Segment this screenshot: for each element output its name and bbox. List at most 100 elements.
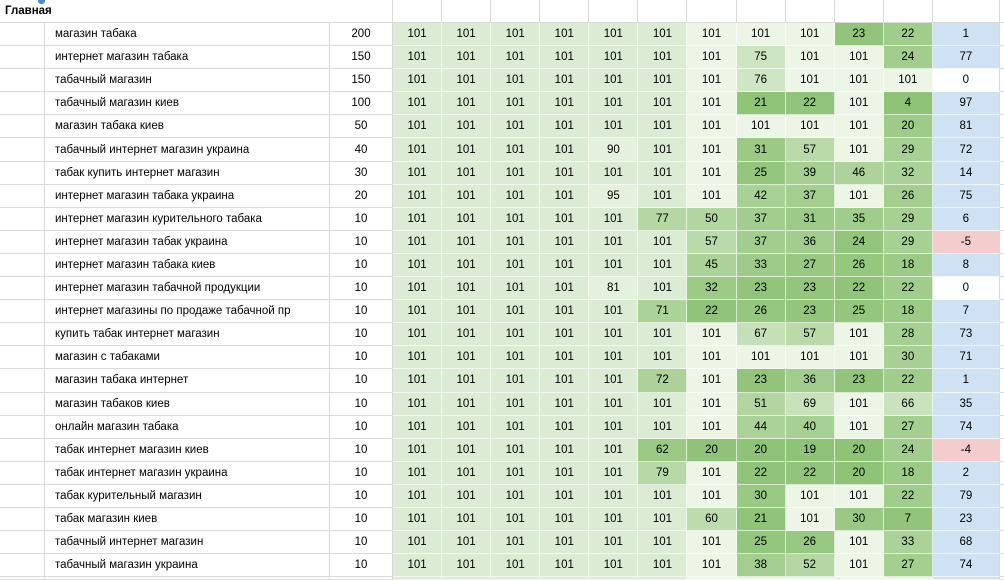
position-cell[interactable]: 30 — [883, 346, 933, 370]
position-cell[interactable]: 101 — [834, 531, 884, 555]
row-index-cell[interactable] — [0, 323, 45, 347]
position-cell[interactable]: 101 — [540, 484, 590, 508]
delta-cell[interactable]: -4 — [932, 438, 1000, 462]
position-cell[interactable]: 30 — [834, 507, 884, 532]
position-cell[interactable]: 101 — [540, 138, 590, 162]
position-cell[interactable]: 101 — [589, 46, 639, 70]
position-cell[interactable]: 101 — [540, 438, 590, 462]
position-cell[interactable]: 29 — [883, 207, 933, 231]
row-index-cell[interactable] — [0, 461, 45, 485]
volume-cell[interactable]: 40 — [330, 138, 393, 162]
position-cell[interactable]: 101 — [638, 277, 688, 301]
position-cell[interactable]: 101 — [491, 554, 541, 578]
position-cell[interactable]: 101 — [491, 531, 541, 555]
header-position-cell[interactable] — [393, 0, 443, 23]
position-cell[interactable]: 101 — [393, 415, 443, 439]
delta-cell[interactable]: 68 — [932, 531, 1000, 555]
position-cell[interactable]: 21 — [736, 507, 786, 532]
position-cell[interactable]: 57 — [785, 323, 835, 347]
position-cell[interactable]: 69 — [785, 392, 835, 416]
position-cell[interactable]: 30 — [736, 484, 786, 508]
position-cell[interactable]: 101 — [491, 323, 541, 347]
header-position-cell[interactable] — [883, 0, 933, 23]
keyword-cell[interactable]: интернет магазин табака — [45, 46, 330, 70]
volume-cell[interactable]: 10 — [330, 346, 393, 370]
position-cell[interactable]: 101 — [638, 230, 688, 254]
position-cell[interactable]: 40 — [785, 415, 835, 439]
position-cell[interactable]: 101 — [687, 369, 737, 393]
volume-cell[interactable]: 10 — [330, 461, 393, 485]
position-cell[interactable]: 101 — [589, 23, 639, 47]
position-cell[interactable]: 101 — [736, 115, 786, 139]
position-cell[interactable]: 101 — [442, 438, 492, 462]
position-cell[interactable]: 101 — [589, 323, 639, 347]
position-cell[interactable]: 101 — [785, 69, 835, 93]
position-cell[interactable]: 101 — [638, 484, 688, 508]
position-cell[interactable]: 22 — [785, 461, 835, 485]
position-cell[interactable]: 101 — [834, 392, 884, 416]
position-cell[interactable]: 101 — [393, 138, 443, 162]
position-cell[interactable]: 4 — [883, 92, 933, 116]
position-cell[interactable]: 22 — [883, 23, 933, 47]
position-cell[interactable]: 101 — [442, 369, 492, 393]
position-cell[interactable]: 101 — [834, 184, 884, 208]
position-cell[interactable]: 101 — [393, 438, 443, 462]
position-cell[interactable]: 79 — [638, 461, 688, 485]
position-cell[interactable]: 101 — [491, 484, 541, 508]
position-cell[interactable]: 101 — [442, 392, 492, 416]
position-cell[interactable]: 101 — [491, 253, 541, 278]
keyword-cell[interactable]: табак интернет магазин киев — [45, 438, 330, 462]
position-cell[interactable]: 81 — [589, 277, 639, 301]
delta-cell[interactable]: 72 — [932, 138, 1000, 162]
position-cell[interactable]: 101 — [540, 346, 590, 370]
position-cell[interactable]: 101 — [540, 184, 590, 208]
position-cell[interactable]: 101 — [589, 507, 639, 532]
row-index-cell[interactable] — [0, 531, 45, 555]
volume-cell[interactable]: 10 — [330, 438, 393, 462]
header-position-cell[interactable] — [442, 0, 492, 23]
keyword-cell[interactable]: магазин табака интернет — [45, 369, 330, 393]
position-cell[interactable]: 52 — [785, 554, 835, 578]
position-cell[interactable]: 101 — [491, 46, 541, 70]
position-cell[interactable]: 77 — [638, 207, 688, 231]
position-cell[interactable]: 101 — [491, 277, 541, 301]
keyword-cell[interactable]: онлайн магазин табака — [45, 415, 330, 439]
position-cell[interactable]: 101 — [883, 69, 933, 93]
position-cell[interactable]: 101 — [638, 415, 688, 439]
position-cell[interactable]: 101 — [442, 184, 492, 208]
position-cell[interactable]: 37 — [736, 230, 786, 254]
header-position-cell[interactable] — [638, 0, 688, 23]
position-cell[interactable]: 101 — [540, 69, 590, 93]
delta-cell[interactable]: 97 — [932, 92, 1000, 116]
position-cell[interactable]: 50 — [687, 207, 737, 231]
position-cell[interactable]: 101 — [442, 507, 492, 532]
position-cell[interactable]: 23 — [834, 23, 884, 47]
row-index-cell[interactable] — [0, 277, 45, 301]
volume-cell[interactable]: 10 — [330, 415, 393, 439]
position-cell[interactable]: 20 — [883, 115, 933, 139]
header-position-cell[interactable] — [589, 0, 639, 23]
position-cell[interactable]: 101 — [589, 161, 639, 185]
position-cell[interactable]: 101 — [589, 346, 639, 370]
volume-cell[interactable]: 10 — [330, 554, 393, 578]
header-position-cell[interactable] — [687, 0, 737, 23]
position-cell[interactable]: 101 — [491, 415, 541, 439]
position-cell[interactable]: 101 — [491, 184, 541, 208]
volume-cell[interactable]: 30 — [330, 161, 393, 185]
position-cell[interactable]: 22 — [834, 277, 884, 301]
row-index-cell[interactable] — [0, 184, 45, 208]
position-cell[interactable]: 101 — [491, 438, 541, 462]
position-cell[interactable]: 101 — [393, 230, 443, 254]
position-cell[interactable]: 101 — [540, 531, 590, 555]
delta-cell[interactable]: 1 — [932, 369, 1000, 393]
position-cell[interactable]: 101 — [687, 184, 737, 208]
position-cell[interactable]: 44 — [736, 415, 786, 439]
header-position-cell[interactable] — [834, 0, 884, 23]
position-cell[interactable]: 101 — [393, 346, 443, 370]
volume-cell[interactable]: 20 — [330, 184, 393, 208]
position-cell[interactable]: 20 — [687, 438, 737, 462]
position-cell[interactable]: 101 — [589, 92, 639, 116]
volume-cell[interactable]: 10 — [330, 207, 393, 231]
position-cell[interactable]: 76 — [736, 69, 786, 93]
position-cell[interactable]: 101 — [540, 161, 590, 185]
